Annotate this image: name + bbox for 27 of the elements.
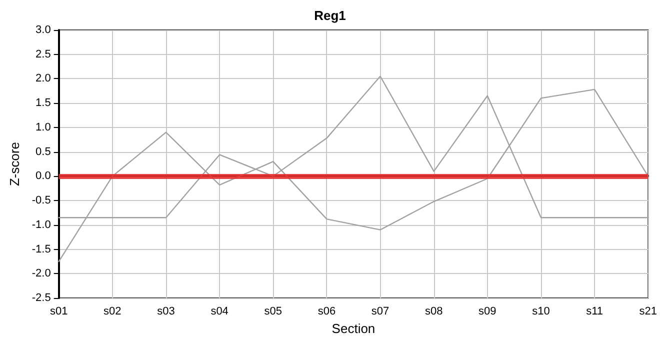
y-tick-label: -1.0 <box>32 218 51 231</box>
x-tick-label: s05 <box>264 306 282 318</box>
x-tick-label: s11 <box>586 306 604 318</box>
y-tick-label: 1.5 <box>36 97 51 110</box>
y-tick-label: 1.0 <box>36 121 51 134</box>
y-tick-label: 2.0 <box>36 72 51 85</box>
x-axis-title: Section <box>332 320 376 336</box>
y-tick-label: 0.5 <box>36 146 51 158</box>
y-tick-label: -2.5 <box>32 292 51 304</box>
x-tick-label: s07 <box>371 306 390 318</box>
x-tick-label: s09 <box>478 306 496 318</box>
y-axis-title: Z-score <box>7 142 22 186</box>
x-tick-label: s06 <box>318 306 336 318</box>
x-tick-label: s08 <box>424 306 443 318</box>
x-tick-label: s10 <box>532 306 550 318</box>
x-tick-label: s21 <box>639 306 658 318</box>
y-tick-label: 0.0 <box>36 170 51 182</box>
chart-title: Reg1 <box>314 8 346 23</box>
x-tick-label: s04 <box>210 306 228 318</box>
x-tick-label: s03 <box>157 306 175 318</box>
y-tick-label: -2.0 <box>32 268 51 280</box>
x-tick-label: s01 <box>50 306 68 318</box>
y-tick-label: -1.5 <box>32 243 51 256</box>
y-tick-label: -0.5 <box>32 194 51 207</box>
y-tick-label: 2.5 <box>36 48 51 60</box>
x-tick-label: s02 <box>104 306 122 318</box>
y-tick-label: 3.0 <box>36 24 51 36</box>
